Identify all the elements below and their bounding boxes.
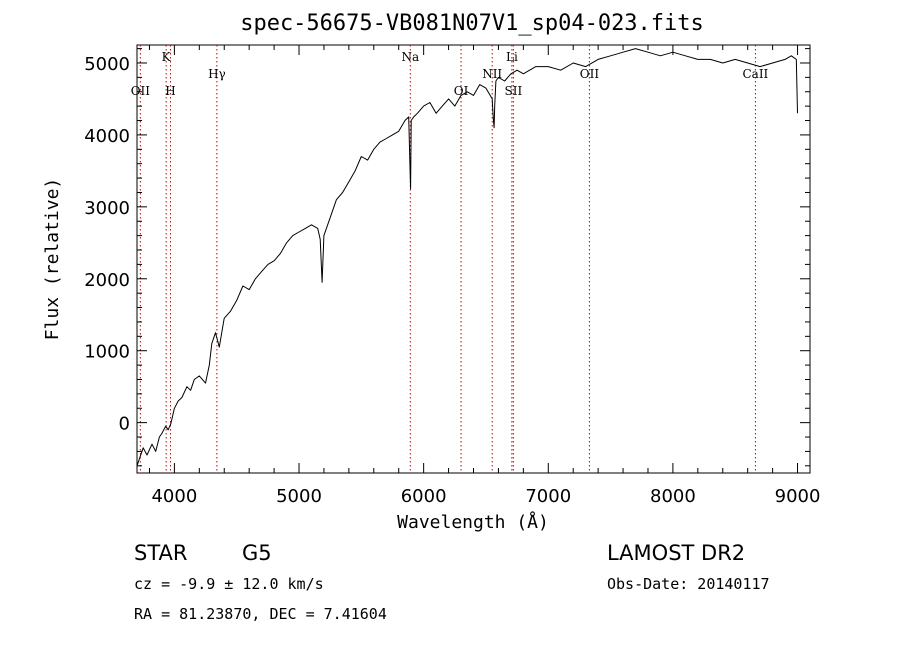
spectral-lines: OII K H Hγ Na OI NII Li SII OII CaII xyxy=(131,45,769,473)
spectral-line-label-1: K xyxy=(162,50,172,64)
info-block: STAR G5 LAMOST DR2 cz = -9.9 ± 12.0 km/s… xyxy=(134,541,770,623)
survey-name: LAMOST DR2 xyxy=(607,541,745,565)
chart-title: spec-56675-VB081N07V1_sp04-023.fits xyxy=(240,11,704,36)
object-class: STAR xyxy=(134,541,187,565)
y-axis-label: Flux (relative) xyxy=(42,178,63,341)
spectral-line-label-10: CaII xyxy=(742,67,768,81)
spectral-line-label-3: Hγ xyxy=(208,67,226,81)
spectral-line-label-4: Na xyxy=(401,50,419,64)
spectral-line-label-9: OII xyxy=(580,67,600,81)
plot-frame xyxy=(136,44,811,474)
x-tick-label-0: 4000 xyxy=(151,486,197,507)
object-subclass: G5 xyxy=(242,541,272,565)
y-tick-label-4: 4000 xyxy=(84,126,130,147)
x-tick-label-1: 5000 xyxy=(276,486,322,507)
y-tick-label-1: 1000 xyxy=(84,342,130,363)
x-tick-label-5: 9000 xyxy=(775,486,821,507)
spectral-line-label-6: NII xyxy=(482,67,502,81)
spectral-line-label-5: OI xyxy=(454,84,469,98)
coordinates: RA = 81.23870, DEC = 7.41604 xyxy=(134,605,387,623)
plot-area: OII K H Hγ Na OI NII Li SII OII CaII 4000 5000 6000 7… xyxy=(84,44,820,507)
spectral-line-label-2: H xyxy=(165,84,175,98)
redshift-info: cz = -9.9 ± 12.0 km/s xyxy=(134,575,324,593)
x-tick-label-3: 7000 xyxy=(525,486,571,507)
y-tick-label-5: 5000 xyxy=(84,54,130,75)
x-tick-label-2: 6000 xyxy=(401,486,447,507)
spectral-line-label-0: OII xyxy=(131,84,151,98)
spectral-line-label-7: Li xyxy=(506,50,518,64)
spectral-line-label-8: SII xyxy=(505,84,523,98)
x-tick-label-4: 8000 xyxy=(650,486,696,507)
series-group xyxy=(136,48,798,466)
y-tick-label-0: 0 xyxy=(119,414,130,435)
x-axis-label: Wavelength (Å) xyxy=(397,511,549,533)
axis-ticks: 4000 5000 6000 7000 8000 9000 0 1000 2000 3000 400… xyxy=(84,45,820,507)
y-tick-label-3: 3000 xyxy=(84,198,130,219)
spectrum-series-0 xyxy=(136,48,798,466)
obs-date: Obs-Date: 20140117 xyxy=(607,575,770,593)
y-tick-label-2: 2000 xyxy=(84,270,130,291)
